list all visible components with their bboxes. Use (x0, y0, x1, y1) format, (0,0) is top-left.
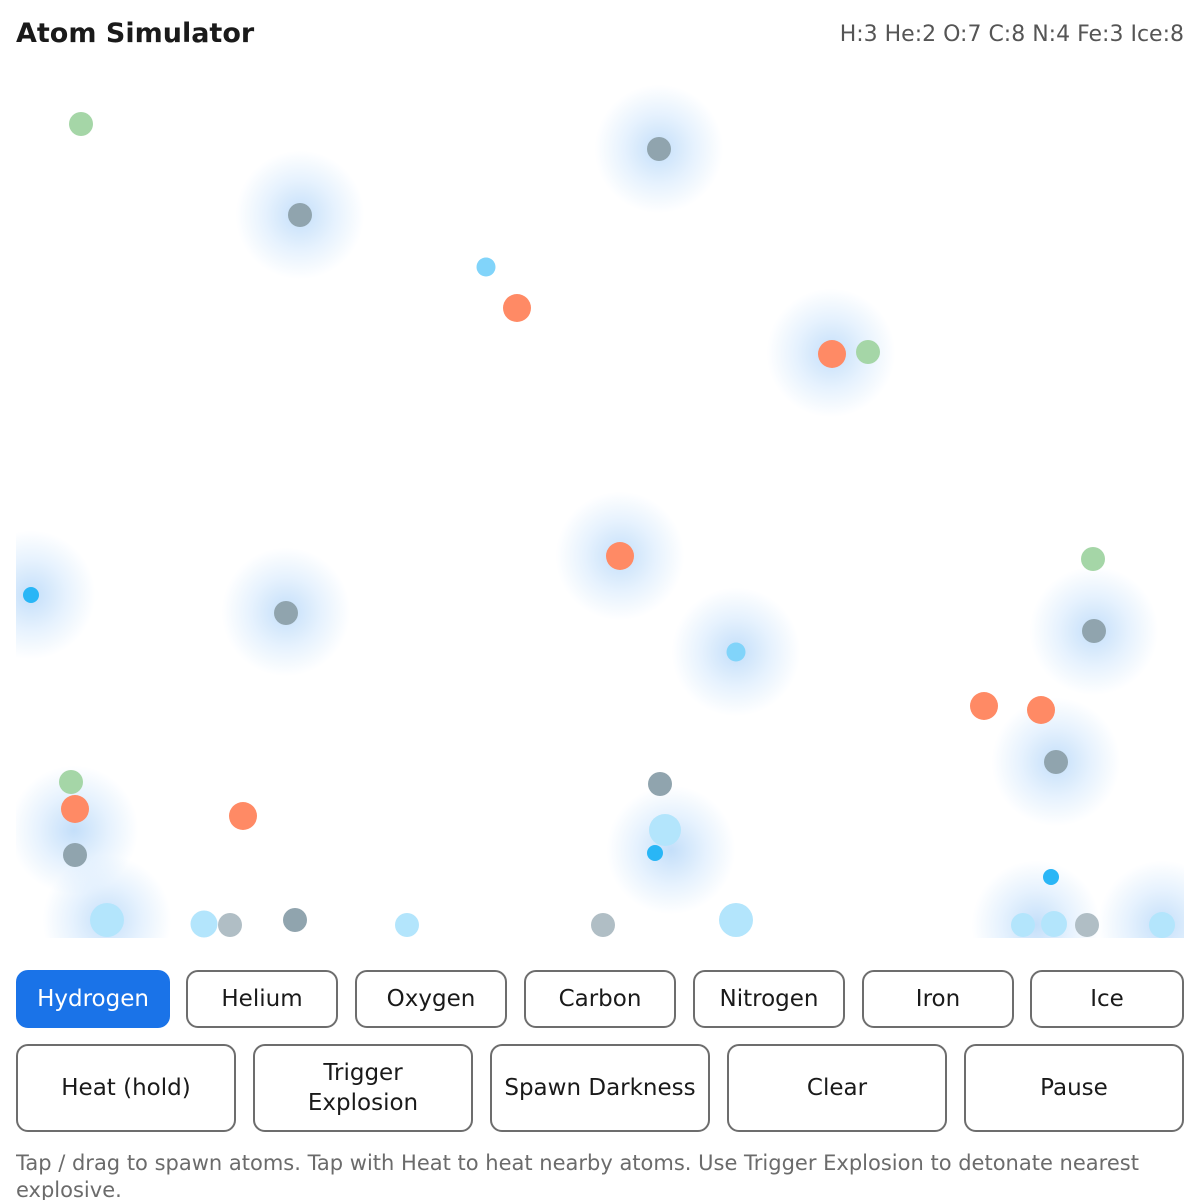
simulation-canvas[interactable] (16, 70, 1184, 938)
iron-atom (218, 913, 242, 937)
hydrogen-atom (647, 845, 663, 861)
iron-atom (591, 913, 615, 937)
carbon-atom (648, 772, 672, 796)
hydrogen-atom (476, 257, 496, 277)
carbon-atom (647, 137, 671, 161)
instructions-text: Tap / drag to spawn atoms. Tap with Heat… (16, 1151, 1139, 1200)
pause-button[interactable]: Pause (964, 1044, 1184, 1132)
clear-button[interactable]: Clear (727, 1044, 947, 1132)
element-button-helium[interactable]: Helium (186, 970, 338, 1028)
helium-atom (59, 770, 83, 794)
carbon-atom (274, 601, 298, 625)
helium-atom (69, 112, 93, 136)
hydrogen-atom (1043, 869, 1059, 885)
ice-atom (190, 910, 218, 938)
iron-atom (1075, 913, 1099, 937)
element-selector: Hydrogen Helium Oxygen Carbon Nitrogen I… (16, 970, 1184, 1028)
oxygen-atom (606, 542, 634, 570)
element-button-carbon[interactable]: Carbon (524, 970, 676, 1028)
helium-atom (856, 340, 880, 364)
ice-atom (649, 814, 681, 846)
ice-atom (90, 903, 124, 937)
element-button-ice[interactable]: Ice (1030, 970, 1184, 1028)
element-button-iron[interactable]: Iron (862, 970, 1014, 1028)
oxygen-atom (61, 795, 89, 823)
oxygen-atom (1027, 696, 1055, 724)
oxygen-atom (970, 692, 998, 720)
carbon-atom (288, 203, 312, 227)
carbon-atom (1044, 750, 1068, 774)
spawn-darkness-button[interactable]: Spawn Darkness (490, 1044, 710, 1132)
oxygen-atom (229, 802, 257, 830)
app-title: Atom Simulator (16, 18, 255, 49)
oxygen-atom (818, 340, 846, 368)
hydrogen-atom (23, 587, 39, 603)
ice-atom (719, 903, 753, 937)
ice-atom (1011, 913, 1035, 937)
element-button-hydrogen[interactable]: Hydrogen (16, 970, 170, 1028)
oxygen-atom (503, 294, 531, 322)
atom-counts: H:3 He:2 O:7 C:8 N:4 Fe:3 Ice:8 (839, 22, 1184, 47)
ice-atom (1149, 912, 1175, 938)
element-button-oxygen[interactable]: Oxygen (355, 970, 507, 1028)
element-button-nitrogen[interactable]: Nitrogen (693, 970, 845, 1028)
helium-atom (1081, 547, 1105, 571)
heat-button[interactable]: Heat (hold) (16, 1044, 236, 1132)
ice-atom (1041, 911, 1067, 937)
hydrogen-atom (726, 642, 746, 662)
carbon-atom (283, 908, 307, 932)
carbon-atom (1082, 619, 1106, 643)
ice-atom (395, 913, 419, 937)
carbon-atom (63, 843, 87, 867)
action-bar: Heat (hold) Trigger Explosion Spawn Dark… (16, 1044, 1184, 1132)
darkness-glow (606, 785, 736, 915)
trigger-explosion-button[interactable]: Trigger Explosion (253, 1044, 473, 1132)
app-header: Atom Simulator H:3 He:2 O:7 C:8 N:4 Fe:3… (16, 14, 1184, 58)
